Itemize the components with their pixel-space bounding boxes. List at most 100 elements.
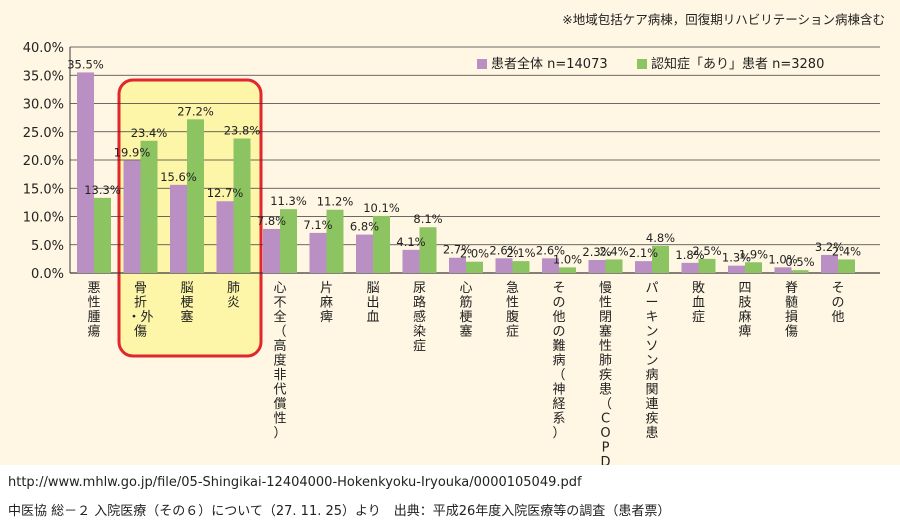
- y-tick-label: 5.0%: [31, 239, 64, 254]
- data-label: 35.5%: [67, 57, 104, 71]
- bar-all-patients: [588, 260, 606, 273]
- bar-dementia: [745, 262, 762, 273]
- x-category-label: その他: [831, 281, 844, 325]
- bar-all-patients: [216, 201, 234, 273]
- data-label: 1.0%: [553, 252, 582, 266]
- data-label: 2.7%: [443, 243, 472, 257]
- data-label: 2.1%: [629, 246, 658, 260]
- bar-all-patients: [681, 262, 699, 273]
- data-label: 7.1%: [303, 218, 332, 232]
- bar-dementia: [512, 261, 530, 273]
- y-axis: 0.0% 5.0% 10.0% 15.0% 20.0% 25.0% 30.0% 35.0% 40…: [23, 41, 64, 282]
- x-category-label: 心筋梗塞: [459, 281, 472, 340]
- x-axis: 悪性腫瘍 骨折・外傷 脳梗塞 肺炎 心不全（高度非代償性） 片麻痺 脳出血 尿路感染症 心筋梗塞…: [87, 280, 844, 465]
- legend-swatch-all: [477, 59, 487, 69]
- bar-dementia: [791, 270, 809, 273]
- legend: 患者全体 n=14073 認知症「あり」患者 n=3280: [477, 56, 824, 72]
- bar-dementia: [94, 197, 111, 273]
- bar-all-patients: [821, 254, 838, 273]
- x-category-label: 尿路感染症: [413, 281, 426, 354]
- data-label: 1.3%: [722, 251, 751, 265]
- data-label: 12.7%: [207, 186, 244, 200]
- data-label: 23.8%: [224, 124, 261, 138]
- bar-dementia: [652, 245, 669, 273]
- x-category-label: 片麻痺: [320, 281, 333, 325]
- y-tick-label: 15.0%: [23, 182, 64, 197]
- bar-all-patients: [402, 249, 420, 273]
- data-label: 6.8%: [350, 220, 379, 234]
- bar-dementia: [233, 138, 251, 273]
- bar-all-patients: [542, 258, 559, 273]
- y-tick-label: 20.0%: [23, 154, 64, 169]
- bar-dementia: [326, 209, 344, 273]
- data-label: 2.3%: [582, 245, 611, 259]
- data-label: 2.4%: [599, 244, 628, 258]
- y-tick-label: 40.0%: [23, 41, 64, 56]
- bar-all-patients: [774, 267, 792, 273]
- data-label: 10.1%: [363, 201, 400, 215]
- bar-all-patients: [495, 258, 513, 273]
- x-category-label: 急性腹症: [506, 281, 519, 340]
- bar-all-patients: [170, 184, 187, 273]
- bar-layer: [77, 72, 855, 273]
- data-label: 4.1%: [396, 235, 425, 249]
- data-label: 4.8%: [646, 231, 675, 245]
- data-label: 2.4%: [832, 244, 861, 258]
- bar-all-patients: [77, 72, 94, 273]
- bar-chart: 0.0% 5.0% 10.0% 15.0% 20.0% 25.0% 30.0% 35.0% 40…: [23, 12, 885, 465]
- data-label: 23.4%: [131, 126, 168, 140]
- legend-label-all: 患者全体 n=14073: [491, 56, 608, 72]
- data-label: 11.3%: [270, 194, 307, 208]
- x-category-label: 敗血症: [692, 281, 705, 325]
- chart-panel: 0.0% 5.0% 10.0% 15.0% 20.0% 25.0% 30.0% 35.0% 40…: [0, 0, 900, 465]
- data-label: 19.9%: [114, 146, 151, 160]
- data-label-layer: 35.5% 19.9% 15.6% 12.7% 7.8% 7.1% 6.8% 4.1% 2.7%…: [67, 57, 861, 269]
- data-label: 15.6%: [160, 170, 197, 184]
- data-label: 1.0%: [768, 252, 797, 266]
- y-tick-label: 0.0%: [31, 267, 64, 282]
- bar-dementia: [280, 209, 297, 273]
- data-label: 2.1%: [506, 246, 535, 260]
- x-category-label: 脳出血: [366, 281, 379, 325]
- grid-layer: [69, 46, 880, 274]
- bar-dementia: [466, 261, 483, 273]
- data-label: 7.8%: [257, 214, 286, 228]
- data-label: 2.5%: [692, 244, 721, 258]
- bar-all-patients: [123, 160, 141, 273]
- bar-dementia: [559, 267, 576, 273]
- bar-all-patients: [635, 261, 652, 273]
- y-tick-label: 30.0%: [23, 98, 64, 113]
- bar-dementia: [838, 259, 855, 273]
- data-label: 2.6%: [536, 243, 565, 257]
- y-tick-label: 35.0%: [23, 69, 64, 84]
- data-label: 1.8%: [675, 248, 704, 262]
- legend-label-dementia: 認知症「あり」患者 n=3280: [651, 56, 824, 72]
- x-category-label: 骨折・外傷: [127, 281, 153, 340]
- bar-dementia: [140, 140, 158, 273]
- bar-dementia: [187, 119, 204, 273]
- source-citation: 中医協 総－２ 入院医療（その６）について（27. 11. 25）より 出典：平…: [8, 504, 671, 519]
- x-category-label: 肺炎: [227, 281, 240, 311]
- y-tick-label: 25.0%: [23, 126, 64, 141]
- x-category-label: 心不全（高度非代償性）: [273, 281, 286, 441]
- y-tick-label: 10.0%: [23, 211, 64, 226]
- data-label: 3.2%: [815, 240, 844, 254]
- data-label: 1.9%: [739, 247, 768, 261]
- bar-all-patients: [356, 234, 373, 273]
- bar-all-patients: [263, 228, 280, 273]
- chart-note: ※地域包括ケア病棟，回復期リハビリテーション病棟含む: [562, 12, 885, 27]
- bar-all-patients: [728, 265, 745, 273]
- data-label: 0.5%: [785, 255, 814, 269]
- bar-dementia: [605, 259, 623, 273]
- x-category-label: 四肢麻痺: [738, 281, 751, 340]
- source-url: http://www.mhlw.go.jp/file/05-Shingikai-…: [8, 475, 582, 490]
- data-label: 13.3%: [84, 183, 121, 197]
- x-category-label: パーキンソン病関連疾患: [645, 281, 658, 441]
- x-category-label: 脳梗塞: [180, 281, 193, 325]
- x-category-label: その他の難病（神経系）: [552, 281, 565, 441]
- data-label: 27.2%: [177, 104, 214, 118]
- data-label: 2.0%: [460, 247, 489, 261]
- bar-all-patients: [309, 232, 327, 273]
